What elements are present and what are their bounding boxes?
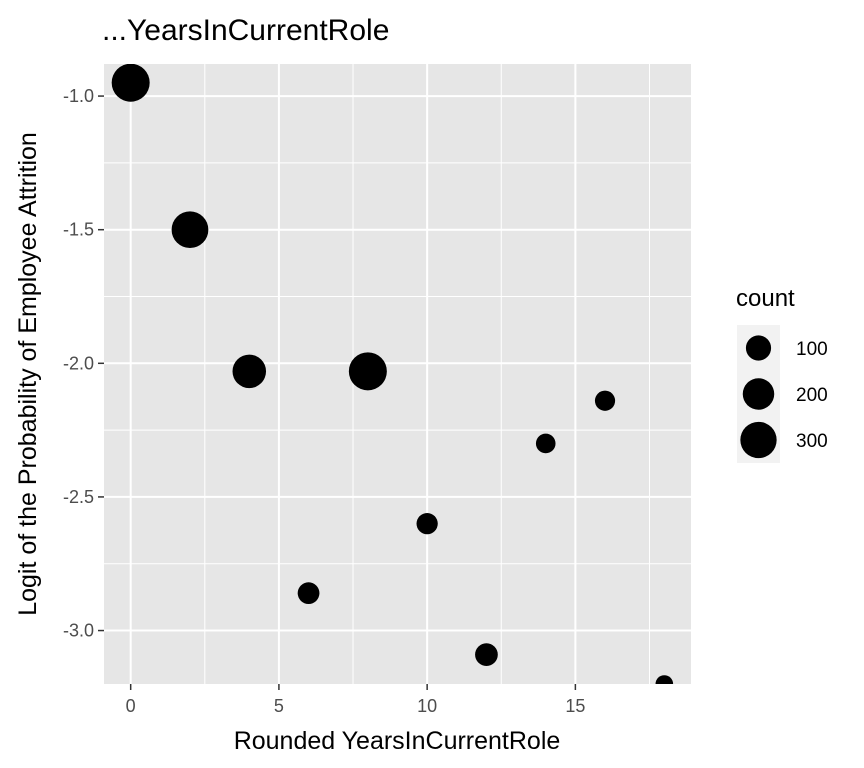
data-point [416, 513, 438, 535]
data-point [535, 433, 556, 454]
y-axis: -1.0 -1.5 -2.0 -2.5 -3.0 [63, 86, 104, 641]
legend-key-symbol [742, 378, 775, 410]
x-tick-label: 10 [417, 696, 437, 716]
x-axis-title: Rounded YearsInCurrentRole [234, 727, 561, 755]
data-point [171, 211, 209, 249]
data-point [297, 582, 320, 605]
data-points [111, 64, 674, 684]
y-tick-label: -2.5 [63, 487, 94, 507]
legend-label: 100 [796, 339, 828, 360]
data-point [232, 354, 267, 389]
data-point [594, 390, 616, 411]
x-tick-label: 0 [126, 696, 136, 716]
size-legend: count 100 200 300 [736, 285, 828, 463]
data-point [655, 675, 674, 684]
grid-major [104, 64, 691, 684]
plot-panel [104, 64, 691, 684]
y-tick-label: -1.0 [63, 86, 94, 106]
chart-title: ...YearsInCurrentRole [102, 14, 389, 47]
x-tick-label: 5 [274, 696, 284, 716]
legend-title: count [736, 285, 795, 312]
legend-entries: 100 200 300 [737, 325, 828, 463]
legend-key-symbol [740, 421, 777, 459]
y-tick-label: -3.0 [63, 621, 94, 641]
data-point [111, 64, 150, 102]
data-point [475, 643, 498, 666]
data-point [348, 352, 387, 391]
x-axis: 0 5 10 15 [126, 684, 585, 716]
grid-minor [104, 64, 691, 684]
legend-label: 200 [796, 385, 828, 406]
legend-key-symbol [745, 335, 772, 361]
y-tick-label: -2.0 [63, 353, 94, 373]
x-tick-label: 15 [565, 696, 585, 716]
y-tick-label: -1.5 [63, 220, 94, 240]
y-axis-title: Logit of the Probability of Employee Att… [14, 132, 42, 616]
legend-label: 300 [796, 431, 828, 452]
